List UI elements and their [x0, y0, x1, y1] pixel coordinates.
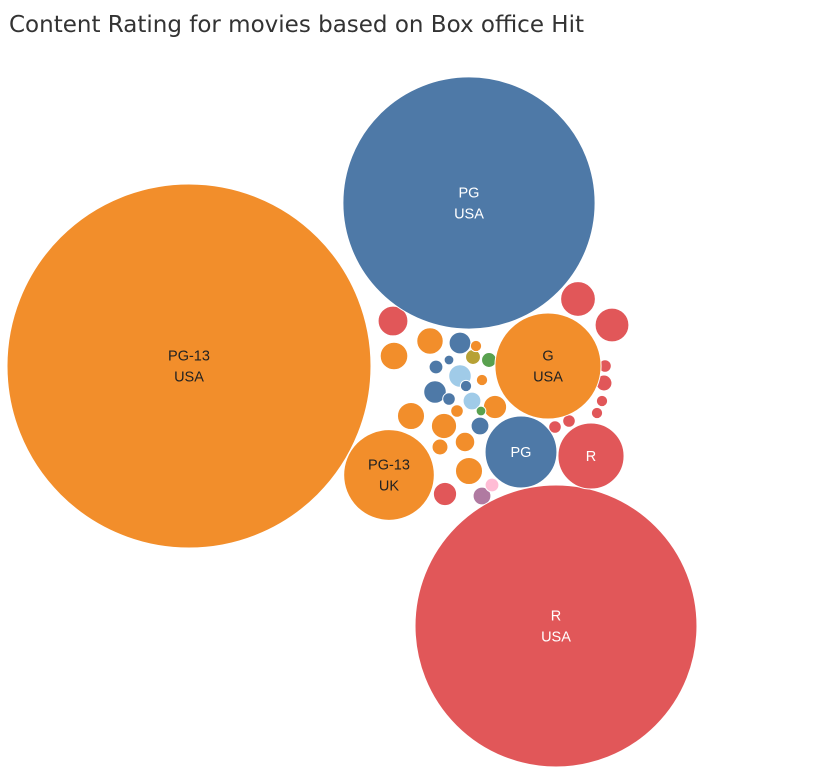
- bubble-small[interactable]: [377, 305, 409, 337]
- bubble-small[interactable]: [462, 391, 482, 411]
- bubble-small[interactable]: [432, 481, 458, 507]
- bubble-rating-label: PG-13: [168, 349, 210, 365]
- bubble-country-label: USA: [174, 370, 204, 386]
- bubble-small[interactable]: [482, 394, 508, 420]
- bubble-small[interactable]: [481, 352, 497, 368]
- bubble-pg[interactable]: [484, 415, 558, 489]
- bubble-small[interactable]: [428, 359, 444, 375]
- bubble-small[interactable]: [475, 405, 487, 417]
- bubble-small[interactable]: [448, 331, 472, 355]
- bubble-small[interactable]: [379, 341, 409, 371]
- bubble-r[interactable]: [557, 422, 625, 490]
- bubble-small[interactable]: [430, 412, 458, 440]
- bubble-small[interactable]: [465, 349, 481, 365]
- bubble-rating-label: R: [586, 449, 596, 465]
- chart-title: Content Rating for movies based on Box o…: [9, 12, 584, 38]
- bubble-small[interactable]: [595, 394, 609, 408]
- bubble-small[interactable]: [442, 392, 456, 406]
- bubble-small[interactable]: [454, 456, 484, 486]
- bubble-small[interactable]: [450, 404, 464, 418]
- bubble-small[interactable]: [431, 438, 449, 456]
- bubble-country-label: UK: [379, 479, 399, 495]
- bubble-country-label: USA: [533, 370, 563, 386]
- bubble-small[interactable]: [484, 477, 500, 493]
- bubble-rating-label: PG: [511, 445, 532, 461]
- bubble-rating-label: PG-13: [368, 458, 410, 474]
- bubble-pg-13-usa[interactable]: [6, 183, 372, 549]
- bubble-small[interactable]: [443, 354, 455, 366]
- bubble-small[interactable]: [469, 339, 483, 353]
- bubble-rating-label: PG: [459, 186, 480, 202]
- bubble-small[interactable]: [548, 420, 562, 434]
- bubble-small[interactable]: [590, 406, 604, 420]
- bubble-small[interactable]: [396, 401, 426, 431]
- bubble-pg-usa[interactable]: [342, 76, 596, 330]
- bubble-small[interactable]: [470, 416, 490, 436]
- bubble-country-label: USA: [454, 207, 484, 223]
- bubble-rating-label: R: [551, 609, 561, 625]
- bubble-small[interactable]: [454, 431, 476, 453]
- bubble-rating-label: G: [542, 349, 553, 365]
- bubble-small[interactable]: [472, 486, 492, 506]
- bubble-country-label: USA: [541, 630, 571, 646]
- bubble-g-usa[interactable]: [494, 312, 602, 420]
- bubble-small[interactable]: [475, 373, 489, 387]
- bubble-small[interactable]: [423, 380, 447, 404]
- bubble-small[interactable]: [459, 379, 473, 393]
- bubble-small[interactable]: [594, 307, 630, 343]
- bubble-pg-13-uk[interactable]: [343, 429, 435, 521]
- bubble-r-usa[interactable]: [414, 484, 698, 768]
- bubble-small[interactable]: [416, 327, 444, 355]
- bubble-small[interactable]: [560, 281, 596, 317]
